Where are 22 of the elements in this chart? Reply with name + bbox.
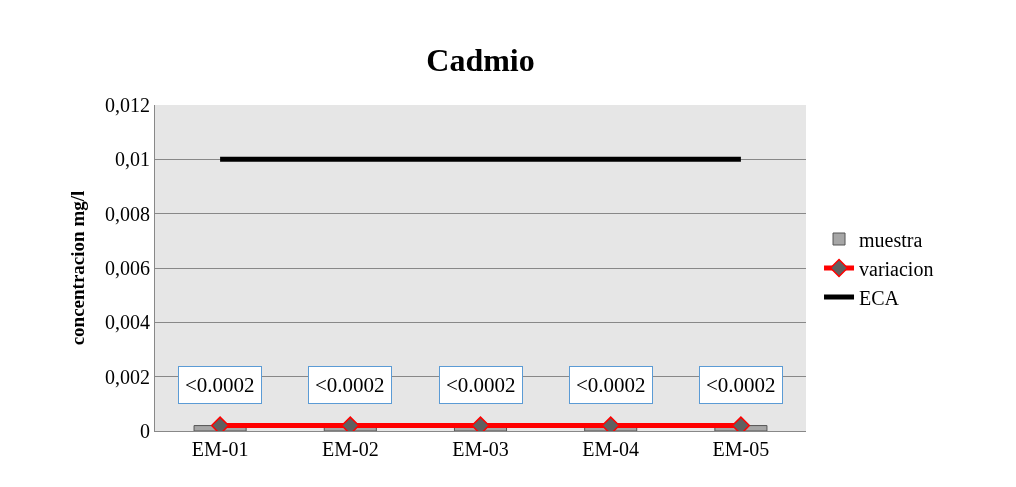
y-tick-label: 0	[140, 420, 150, 442]
y-tick-label: 0,004	[105, 311, 150, 334]
legend-label: variacion	[859, 257, 934, 280]
y-tick-label: 0,012	[105, 94, 150, 116]
x-tick-label: EM-05	[712, 438, 770, 460]
y-tick-label: 0,002	[105, 365, 150, 388]
legend-label: muestra	[859, 228, 923, 251]
legend-label: ECA	[859, 286, 900, 309]
y-tick-label: 0,006	[105, 257, 150, 279]
data-label: <0.0002	[185, 373, 255, 397]
x-tick-label: EM-02	[321, 438, 379, 460]
y-tick-label: 0,01	[115, 148, 150, 171]
x-tick-label: EM-04	[582, 438, 640, 460]
data-label: <0.0002	[446, 373, 516, 397]
data-label: <0.0002	[315, 373, 385, 397]
chart-title: Cadmio	[426, 42, 535, 79]
data-label: <0.0002	[706, 373, 776, 397]
data-label: <0.0002	[576, 373, 646, 397]
x-tick-label: EM-03	[452, 438, 509, 460]
y-tick-label: 0,008	[105, 202, 150, 225]
x-tick-label: EM-01	[191, 438, 249, 460]
y-axis-title: concentracion mg/l	[66, 190, 88, 346]
